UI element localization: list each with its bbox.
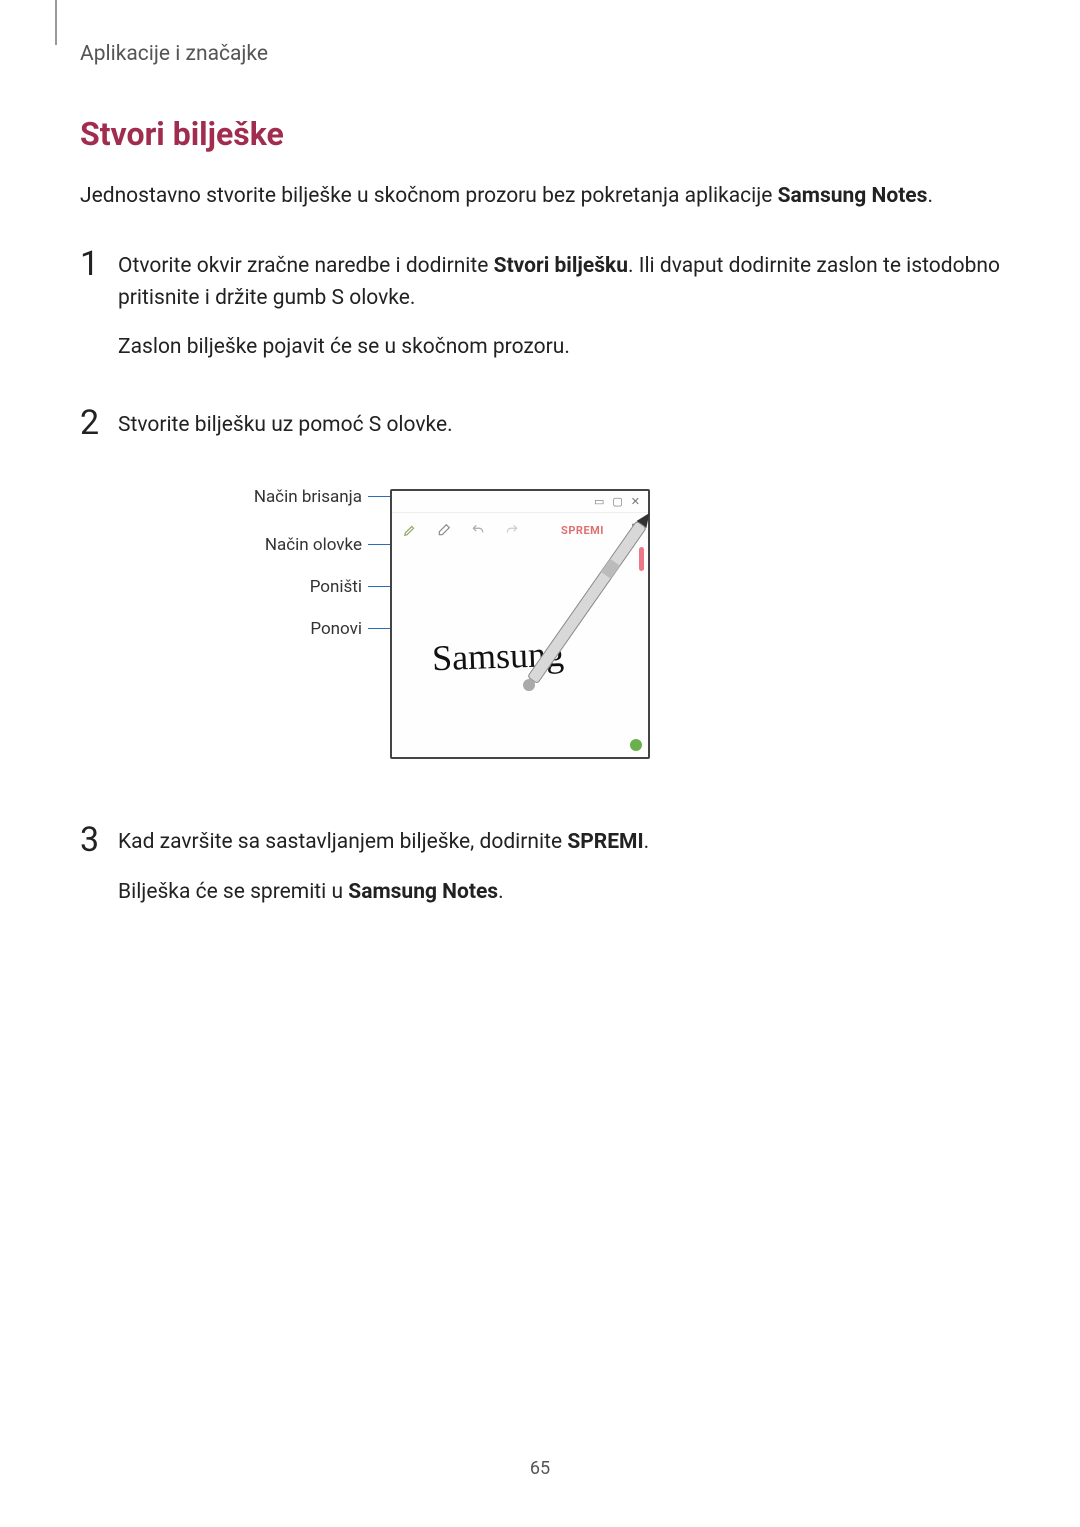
step-body: Kad završite sa sastavljanjem bilješke, …	[118, 827, 1000, 926]
step3-line1-post: .	[644, 830, 650, 854]
minimize-icon[interactable]: ▭	[594, 495, 604, 508]
step1-line1: Otvorite okvir zračne naredbe i dodirnit…	[118, 251, 1000, 314]
step1-line1-pre: Otvorite okvir zračne naredbe i dodirnit…	[118, 254, 494, 278]
step2-line1: Stvorite bilješku uz pomoć S olovke.	[118, 410, 1000, 442]
save-button[interactable]: SPREMI	[561, 524, 604, 537]
step3-line1: Kad završite sa sastavljanjem bilješke, …	[118, 827, 1000, 859]
popup-diagram: Način brisanja Način olovke Poništi Pono…	[190, 487, 890, 787]
redo-icon[interactable]	[504, 522, 520, 538]
step-body: Otvorite okvir zračne naredbe i dodirnit…	[118, 251, 1000, 382]
label-undo: Poništi	[310, 577, 362, 597]
step-1: 1 Otvorite okvir zračne naredbe i dodirn…	[80, 251, 1000, 382]
section-intro: Jednostavno stvorite bilješke u skočnom …	[80, 181, 1000, 211]
step-number: 1	[80, 247, 118, 281]
step-2: 2 Stvorite bilješku uz pomoć S olovke.	[80, 410, 1000, 460]
breadcrumb: Aplikacije i značajke	[80, 42, 268, 66]
step3-line2-bold: Samsung Notes	[348, 880, 498, 904]
eraser-tool-icon[interactable]	[436, 522, 452, 538]
label-erase-mode: Način brisanja	[254, 487, 362, 507]
undo-icon[interactable]	[470, 522, 486, 538]
note-popup-window: ▭ ▢ ✕ SPREMI ⋮	[390, 489, 650, 759]
label-pen-mode: Način olovke	[265, 535, 362, 555]
intro-text-post: .	[927, 184, 933, 208]
resize-handle-icon[interactable]	[630, 739, 642, 751]
maximize-icon[interactable]: ▢	[612, 495, 622, 508]
step-body: Stvorite bilješku uz pomoć S olovke.	[118, 410, 1000, 460]
intro-text-bold: Samsung Notes	[778, 184, 928, 208]
pen-tool-icon[interactable]	[402, 522, 418, 538]
intro-text-pre: Jednostavno stvorite bilješke u skočnom …	[80, 184, 778, 208]
step3-line1-pre: Kad završite sa sastavljanjem bilješke, …	[118, 830, 567, 854]
step1-line1-bold: Stvori bilješku	[494, 254, 628, 278]
step3-line1-bold: SPREMI	[567, 830, 643, 854]
popup-titlebar: ▭ ▢ ✕	[392, 491, 648, 513]
step3-line2: Bilješka će se spremiti u Samsung Notes.	[118, 877, 1000, 909]
label-redo: Ponovi	[310, 619, 362, 639]
step1-line2: Zaslon bilješke pojavit će se u skočnom …	[118, 332, 1000, 364]
step-3: 3 Kad završite sa sastavljanjem bilješke…	[80, 827, 1000, 926]
section-title: Stvori bilješke	[80, 115, 1000, 153]
page-number: 65	[0, 1458, 1080, 1479]
main-content: Stvori bilješke Jednostavno stvorite bil…	[80, 115, 1000, 954]
page-top-marker	[55, 0, 57, 45]
step-number: 2	[80, 406, 118, 440]
step-number: 3	[80, 823, 118, 857]
step3-line2-post: .	[498, 880, 504, 904]
step3-line2-pre: Bilješka će se spremiti u	[118, 880, 348, 904]
popup-toolbar: SPREMI ⋮	[392, 513, 648, 547]
